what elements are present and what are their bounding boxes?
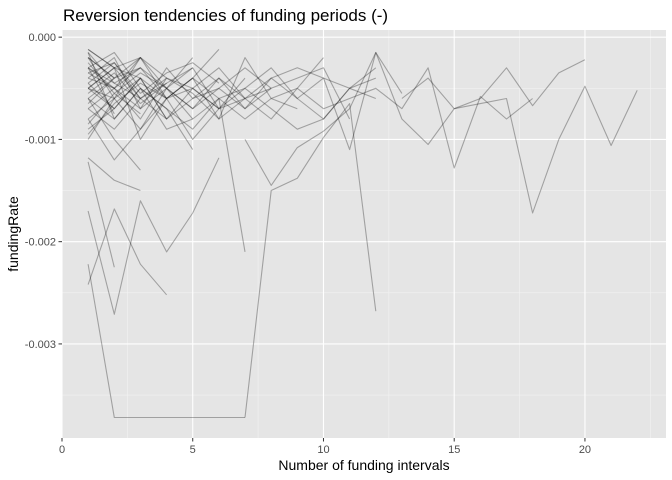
series-line <box>87 67 376 120</box>
x-tick-label: 10 <box>317 444 329 456</box>
series-line <box>87 264 245 419</box>
series-line <box>87 57 324 120</box>
series-line <box>87 67 376 120</box>
series-line <box>87 67 115 115</box>
series-line <box>87 57 115 79</box>
series-line <box>87 67 377 130</box>
x-axis-ticks: 0 5 10 15 20 <box>59 438 591 456</box>
series-line <box>87 52 141 84</box>
y-tick-label: -0.003 <box>25 339 56 351</box>
series-line <box>87 157 141 192</box>
grid-minor <box>62 30 666 438</box>
series-line <box>244 51 586 186</box>
series-line <box>87 92 141 125</box>
series-line <box>87 67 351 120</box>
series-line <box>87 51 403 151</box>
series-line <box>87 82 115 110</box>
grid-major <box>61 30 666 438</box>
series-line <box>87 157 220 315</box>
series-line <box>87 57 168 120</box>
y-axis-title: fundingRate <box>5 196 21 272</box>
x-tick-label: 0 <box>59 444 65 456</box>
series-line <box>244 103 377 418</box>
series-line <box>87 208 168 296</box>
y-tick-label: 0.000 <box>28 32 56 44</box>
series-line <box>87 67 272 120</box>
plot-panel <box>62 30 666 438</box>
series-line <box>87 48 220 140</box>
series-line <box>87 48 141 69</box>
series-line <box>87 57 194 120</box>
series-line <box>87 57 194 94</box>
series-line <box>87 98 115 140</box>
y-axis-ticks: 0.000 -0.001 -0.002 -0.003 <box>25 32 62 351</box>
x-tick-label: 5 <box>190 444 196 456</box>
series-line <box>87 77 141 130</box>
series-line <box>87 51 194 150</box>
series-line <box>87 62 167 100</box>
series-line <box>87 161 115 268</box>
series-line <box>87 67 193 105</box>
series-line <box>87 57 167 100</box>
series-line <box>87 62 220 94</box>
series-line <box>87 97 220 161</box>
y-tick-label: -0.002 <box>25 237 56 249</box>
series-line <box>87 67 272 110</box>
x-tick-label: 20 <box>579 444 591 456</box>
series-line <box>87 57 533 169</box>
series-line <box>87 98 141 171</box>
series-line <box>87 98 141 130</box>
series-line <box>87 67 246 120</box>
series-line <box>87 82 167 135</box>
y-tick-label: -0.001 <box>25 134 56 146</box>
series-line <box>87 52 246 252</box>
series-line <box>87 77 246 130</box>
series-line <box>87 77 115 104</box>
series-line <box>401 77 638 214</box>
x-tick-label: 15 <box>448 444 460 456</box>
series-line <box>87 87 298 130</box>
chart-title: Reversion tendencies of funding periods … <box>63 6 388 25</box>
x-axis-title: Number of funding intervals <box>278 457 449 473</box>
series-layer <box>87 48 638 419</box>
